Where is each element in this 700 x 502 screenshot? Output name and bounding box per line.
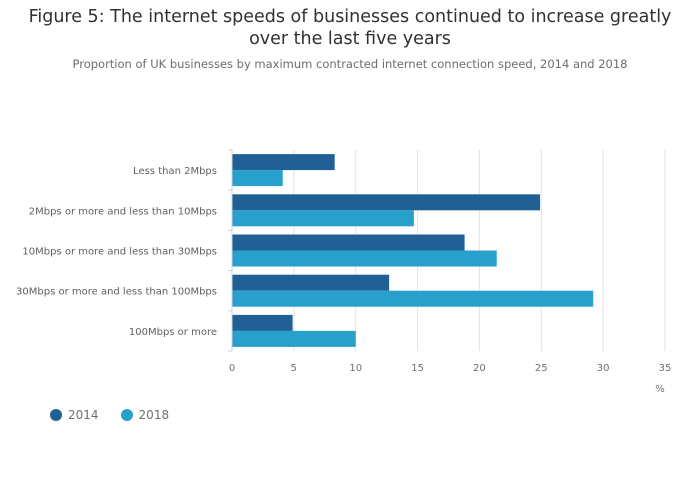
chart-subtitle: Proportion of UK businesses by maximum c… xyxy=(72,57,628,71)
chart-title: Figure 5: The internet speeds of busines… xyxy=(0,6,700,50)
chart-title-line1: Figure 5: The internet speeds of busines… xyxy=(28,7,672,27)
x-tick-label: 20 xyxy=(473,363,486,374)
category-label: 30Mbps or more and less than 100Mbps xyxy=(16,287,217,298)
x-tick-label: 25 xyxy=(535,363,548,374)
legend-item-2018[interactable]: 2018 xyxy=(120,408,170,422)
bar-2014[interactable] xyxy=(232,234,465,251)
x-tick-label: 30 xyxy=(597,363,610,374)
category-label: 100Mbps or more xyxy=(129,327,217,338)
category-label: 10Mbps or more and less than 30Mbps xyxy=(22,247,217,258)
bar-2018[interactable] xyxy=(232,330,356,347)
x-tick-label: 5 xyxy=(291,363,297,374)
bar-2014[interactable] xyxy=(232,194,541,211)
bar-2014[interactable] xyxy=(232,274,390,291)
legend-item-2014[interactable]: 2014 xyxy=(50,408,99,422)
bar-2018[interactable] xyxy=(232,290,594,307)
legend-marker-2018 xyxy=(120,409,133,421)
x-tick-label: 10 xyxy=(349,363,362,374)
legend: 2014 2018 xyxy=(50,408,169,422)
legend-marker-2014 xyxy=(50,409,62,421)
category-label: 2Mbps or more and less than 10Mbps xyxy=(29,206,217,217)
category-label: Less than 2Mbps xyxy=(133,166,217,177)
x-tick-label: 35 xyxy=(659,363,672,374)
bar-2014[interactable] xyxy=(232,314,293,331)
x-tick-label: 0 xyxy=(229,363,235,374)
bar-2018[interactable] xyxy=(232,170,283,187)
bar-2018[interactable] xyxy=(232,210,414,227)
chart-title-line2: over the last five years xyxy=(249,29,451,49)
bar-2014[interactable] xyxy=(232,154,335,171)
legend-label-2018: 2018 xyxy=(138,408,170,422)
x-tick-label: 15 xyxy=(411,363,424,374)
x-axis-label: % xyxy=(655,384,665,395)
bar-2018[interactable] xyxy=(232,250,497,267)
legend-label-2014: 2014 xyxy=(68,408,99,422)
